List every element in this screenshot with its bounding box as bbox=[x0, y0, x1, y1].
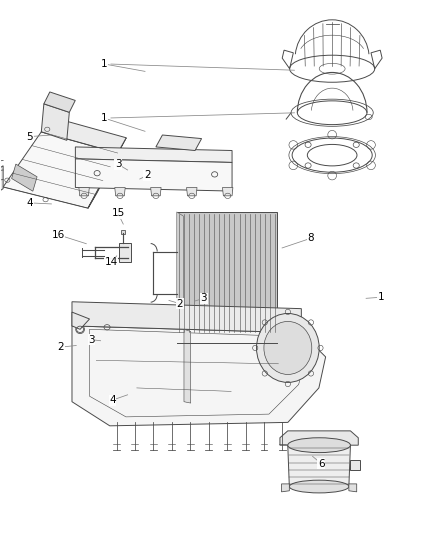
Ellipse shape bbox=[290, 480, 349, 493]
Text: 2: 2 bbox=[177, 298, 183, 309]
Polygon shape bbox=[44, 92, 75, 112]
Text: 6: 6 bbox=[318, 459, 325, 469]
Text: 4: 4 bbox=[26, 198, 33, 208]
Polygon shape bbox=[0, 166, 3, 197]
Polygon shape bbox=[88, 138, 126, 208]
Polygon shape bbox=[41, 117, 126, 153]
Ellipse shape bbox=[257, 313, 319, 382]
Polygon shape bbox=[156, 135, 201, 150]
Text: 1: 1 bbox=[378, 292, 384, 302]
Text: 8: 8 bbox=[307, 233, 314, 244]
Text: 3: 3 bbox=[115, 159, 121, 169]
Polygon shape bbox=[75, 147, 232, 163]
Text: 1: 1 bbox=[101, 113, 107, 123]
Polygon shape bbox=[350, 460, 360, 470]
Polygon shape bbox=[184, 329, 191, 403]
Text: 4: 4 bbox=[109, 395, 116, 405]
Polygon shape bbox=[12, 164, 37, 191]
Text: 16: 16 bbox=[51, 230, 64, 240]
Bar bbox=[119, 243, 131, 262]
Polygon shape bbox=[41, 104, 69, 140]
Ellipse shape bbox=[264, 321, 312, 375]
Polygon shape bbox=[115, 188, 125, 196]
Polygon shape bbox=[282, 484, 290, 492]
Polygon shape bbox=[349, 484, 357, 492]
Ellipse shape bbox=[288, 438, 350, 453]
Text: 3: 3 bbox=[201, 293, 207, 303]
Polygon shape bbox=[187, 188, 197, 196]
Text: 3: 3 bbox=[88, 335, 95, 345]
Bar bbox=[121, 230, 125, 234]
Polygon shape bbox=[79, 188, 89, 196]
Text: 5: 5 bbox=[26, 132, 33, 142]
Polygon shape bbox=[177, 212, 184, 339]
Polygon shape bbox=[75, 159, 232, 191]
Text: 15: 15 bbox=[111, 208, 125, 219]
Text: 1: 1 bbox=[101, 59, 107, 69]
Polygon shape bbox=[3, 132, 118, 208]
Polygon shape bbox=[288, 445, 350, 487]
Polygon shape bbox=[72, 312, 89, 329]
Polygon shape bbox=[72, 326, 325, 426]
Text: 2: 2 bbox=[144, 171, 151, 180]
Text: 14: 14 bbox=[104, 257, 118, 267]
Text: 2: 2 bbox=[58, 342, 64, 352]
Polygon shape bbox=[223, 188, 233, 196]
Polygon shape bbox=[151, 188, 161, 196]
Polygon shape bbox=[177, 334, 281, 339]
Polygon shape bbox=[72, 302, 301, 333]
Polygon shape bbox=[280, 431, 358, 445]
Bar bbox=[177, 212, 277, 334]
